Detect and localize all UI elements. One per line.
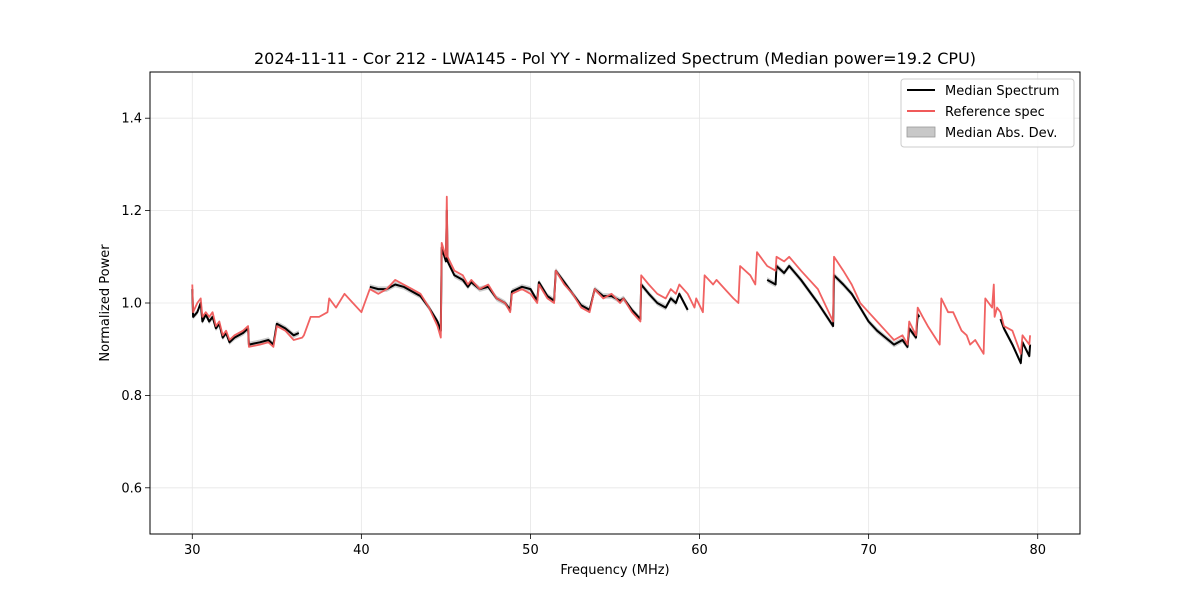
median-spectrum-line — [999, 318, 1032, 365]
legend-reference-label: Reference spec — [945, 105, 1045, 120]
median-spectrum-line — [369, 209, 689, 332]
x-tick-label: 50 — [522, 543, 539, 558]
y-tick-label: 0.6 — [121, 481, 142, 496]
y-tick-label: 1.4 — [121, 112, 142, 127]
legend-mad-swatch — [906, 126, 936, 138]
legend-box — [900, 78, 1075, 148]
y-axis-label: Normalized Power — [98, 244, 113, 362]
reference-spec-line — [191, 195, 1031, 355]
legend-median-label: Median Spectrum — [945, 84, 1059, 99]
series-layer — [191, 195, 1032, 365]
x-axis-label: Frequency (MHz) — [560, 563, 669, 578]
axis-ticks: 30 40 50 60 70 80 0.6 0.8 1.0 1.2 1.4 — [121, 112, 1046, 558]
chart-title: 2024-11-11 - Cor 212 - LWA145 - Pol YY -… — [254, 49, 976, 68]
y-tick-label: 1.2 — [121, 204, 142, 219]
legend: Median Spectrum Reference spec Median Ab… — [900, 78, 1075, 148]
x-tick-label: 80 — [1029, 543, 1046, 558]
x-tick-label: 70 — [860, 543, 877, 558]
x-tick-label: 40 — [353, 543, 370, 558]
legend-mad-label: Median Abs. Dev. — [945, 126, 1057, 141]
y-tick-label: 0.8 — [121, 389, 142, 404]
x-tick-label: 60 — [691, 543, 708, 558]
y-tick-label: 1.0 — [121, 297, 142, 312]
x-tick-label: 30 — [184, 543, 201, 558]
